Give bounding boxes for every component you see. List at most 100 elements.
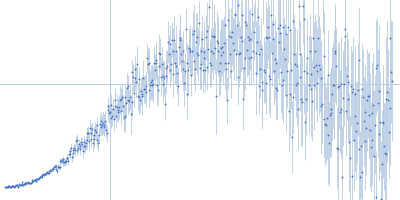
- Point: [265, 26, 271, 29]
- Point: [15, 184, 22, 187]
- Point: [352, 115, 358, 118]
- Point: [36, 177, 42, 180]
- Point: [354, 121, 360, 125]
- Point: [325, 73, 332, 77]
- Point: [145, 63, 151, 66]
- Point: [245, 39, 252, 42]
- Point: [215, 49, 222, 52]
- Point: [87, 138, 94, 141]
- Point: [280, 26, 286, 29]
- Point: [138, 89, 144, 93]
- Point: [382, 152, 388, 155]
- Point: [72, 149, 78, 152]
- Point: [45, 171, 51, 175]
- Point: [205, 47, 212, 50]
- Point: [2, 186, 8, 189]
- Point: [155, 89, 161, 92]
- Point: [288, 69, 294, 72]
- Point: [161, 77, 167, 80]
- Point: [48, 169, 54, 172]
- Point: [61, 160, 67, 164]
- Point: [174, 72, 180, 75]
- Point: [68, 146, 74, 149]
- Point: [179, 60, 185, 63]
- Point: [18, 183, 25, 186]
- Point: [185, 69, 191, 72]
- Point: [240, 97, 246, 100]
- Point: [126, 99, 132, 102]
- Point: [270, 38, 276, 41]
- Point: [80, 150, 86, 153]
- Point: [226, 34, 232, 38]
- Point: [307, 88, 314, 91]
- Point: [148, 80, 154, 83]
- Point: [114, 110, 121, 113]
- Point: [203, 36, 209, 39]
- Point: [194, 52, 200, 55]
- Point: [81, 141, 88, 144]
- Point: [368, 145, 374, 148]
- Point: [96, 134, 102, 137]
- Point: [181, 81, 188, 85]
- Point: [162, 66, 169, 69]
- Point: [84, 131, 91, 135]
- Point: [224, 99, 230, 102]
- Point: [242, 20, 249, 23]
- Point: [180, 68, 187, 71]
- Point: [42, 172, 48, 176]
- Point: [348, 84, 354, 88]
- Point: [147, 84, 153, 87]
- Point: [102, 120, 108, 123]
- Point: [234, 4, 241, 7]
- Point: [54, 169, 60, 172]
- Point: [217, 61, 223, 64]
- Point: [111, 98, 118, 102]
- Point: [32, 177, 39, 181]
- Point: [139, 92, 146, 96]
- Point: [22, 182, 29, 185]
- Point: [262, 35, 269, 38]
- Point: [218, 53, 225, 56]
- Point: [188, 73, 194, 76]
- Point: [266, 74, 273, 78]
- Point: [244, 48, 250, 51]
- Point: [351, 139, 357, 142]
- Point: [182, 70, 188, 73]
- Point: [14, 185, 21, 188]
- Point: [294, 65, 300, 68]
- Point: [255, 16, 261, 19]
- Point: [10, 184, 16, 187]
- Point: [230, 42, 236, 45]
- Point: [106, 112, 112, 115]
- Point: [359, 170, 366, 173]
- Point: [116, 105, 122, 108]
- Point: [280, 79, 286, 82]
- Point: [125, 98, 132, 101]
- Point: [207, 63, 214, 66]
- Point: [20, 183, 26, 186]
- Point: [14, 184, 20, 187]
- Point: [22, 182, 28, 185]
- Point: [386, 37, 393, 40]
- Point: [90, 142, 96, 145]
- Point: [141, 88, 147, 91]
- Point: [369, 138, 376, 142]
- Point: [56, 166, 62, 169]
- Point: [152, 68, 158, 72]
- Point: [72, 140, 79, 143]
- Point: [37, 175, 43, 178]
- Point: [83, 142, 89, 145]
- Point: [268, 52, 275, 55]
- Point: [239, 14, 246, 17]
- Point: [207, 61, 213, 64]
- Point: [156, 51, 162, 54]
- Point: [118, 98, 124, 101]
- Point: [49, 168, 56, 171]
- Point: [336, 84, 342, 87]
- Point: [98, 125, 104, 129]
- Point: [170, 49, 176, 53]
- Point: [194, 36, 201, 39]
- Point: [222, 24, 228, 27]
- Point: [16, 183, 22, 186]
- Point: [225, 61, 232, 65]
